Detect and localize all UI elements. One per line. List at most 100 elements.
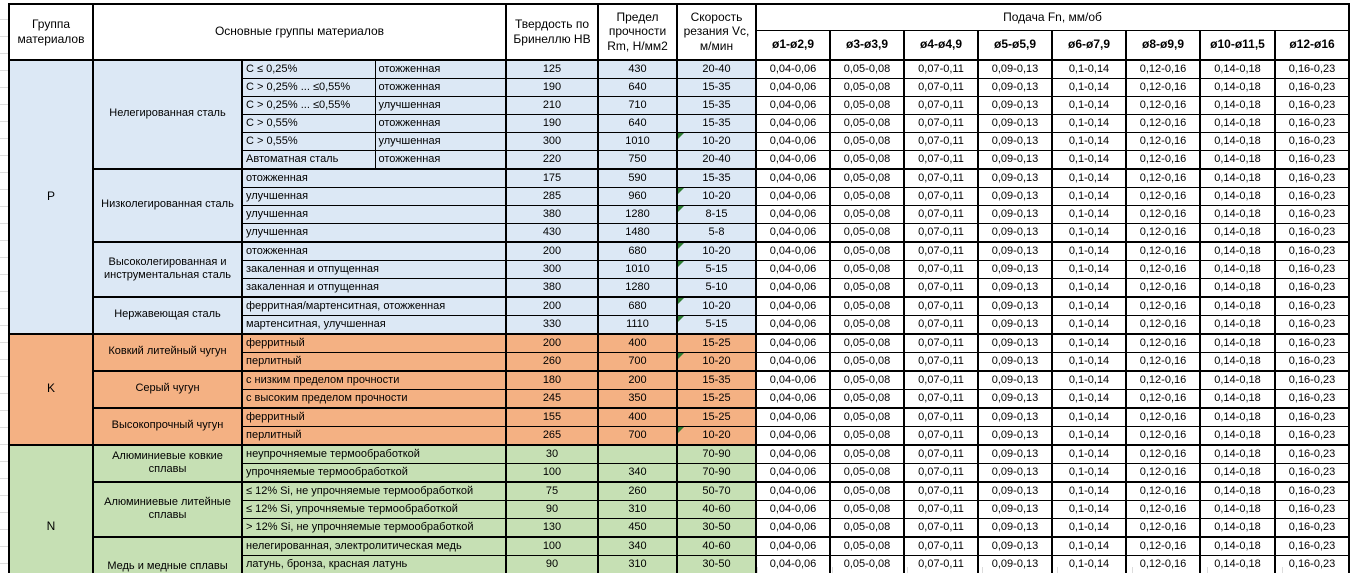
- cell-feed-fn[interactable]: 0,07-0,11: [903, 295, 979, 316]
- cell-feed-fn[interactable]: 0,04-0,06: [755, 388, 831, 408]
- cell-feed-fn[interactable]: 0,16-0,23: [1273, 259, 1350, 279]
- cell-speed-vc[interactable]: 15-35: [676, 113, 757, 133]
- cell-feed-fn[interactable]: 0,04-0,06: [755, 462, 831, 482]
- cell-feed-fn[interactable]: 0,1-0,14: [1051, 149, 1127, 169]
- cell-speed-vc[interactable]: 5-15: [676, 259, 757, 279]
- cell-feed-fn[interactable]: 0,05-0,08: [829, 277, 905, 297]
- cell-feed-fn[interactable]: 0,16-0,23: [1273, 295, 1350, 316]
- cell-feed-fn[interactable]: 0,04-0,06: [755, 369, 831, 390]
- cell-feed-fn[interactable]: 0,14-0,18: [1199, 149, 1276, 169]
- cell-hardness-hb[interactable]: 330: [505, 314, 599, 334]
- cell-hardness-hb[interactable]: 90: [505, 554, 599, 573]
- header-feed-d7[interactable]: ø10-ø11,5: [1199, 29, 1276, 61]
- cell-feed-fn[interactable]: 0,1-0,14: [1051, 77, 1127, 97]
- cell-strength-rm[interactable]: 680: [597, 295, 678, 316]
- cell-state[interactable]: отожженная: [374, 58, 507, 79]
- cell-feed-fn[interactable]: 0,04-0,06: [755, 480, 831, 501]
- cell-speed-vc[interactable]: 10-20: [676, 240, 757, 261]
- cell-speed-vc[interactable]: 15-35: [676, 77, 757, 97]
- cell-feed-fn[interactable]: 0,05-0,08: [829, 554, 905, 573]
- cell-hardness-hb[interactable]: 200: [505, 240, 599, 261]
- cell-speed-vc[interactable]: 15-25: [676, 406, 757, 427]
- cell-group-code[interactable]: N: [8, 443, 94, 573]
- cell-feed-fn[interactable]: 0,04-0,06: [755, 186, 831, 206]
- cell-feed-fn[interactable]: 0,1-0,14: [1051, 131, 1127, 151]
- cell-feed-fn[interactable]: 0,05-0,08: [829, 259, 905, 279]
- cell-feed-fn[interactable]: 0,1-0,14: [1051, 425, 1127, 445]
- cell-feed-fn[interactable]: 0,14-0,18: [1199, 77, 1276, 97]
- cell-strength-rm[interactable]: 400: [597, 406, 678, 427]
- header-cutting-speed[interactable]: Скорость резания Vc, м/мин: [676, 3, 757, 60]
- cell-material-detail[interactable]: латунь, бронза, красная латунь: [241, 554, 507, 573]
- cell-state[interactable]: улучшенная: [374, 95, 507, 115]
- cell-hardness-hb[interactable]: 190: [505, 77, 599, 97]
- cell-hardness-hb[interactable]: 200: [505, 332, 599, 353]
- cell-feed-fn[interactable]: 0,1-0,14: [1051, 462, 1127, 482]
- cell-feed-fn[interactable]: 0,14-0,18: [1199, 351, 1276, 371]
- header-feed-d6[interactable]: ø8-ø9,9: [1125, 29, 1201, 61]
- cell-feed-fn[interactable]: 0,07-0,11: [903, 58, 979, 79]
- cell-feed-fn[interactable]: 0,1-0,14: [1051, 277, 1127, 297]
- cell-hardness-hb[interactable]: 220: [505, 149, 599, 169]
- cell-feed-fn[interactable]: 0,16-0,23: [1273, 204, 1350, 224]
- cell-feed-fn[interactable]: 0,04-0,06: [755, 259, 831, 279]
- cell-feed-fn[interactable]: 0,04-0,06: [755, 499, 831, 519]
- cell-strength-rm[interactable]: 1010: [597, 131, 678, 151]
- header-feed-title[interactable]: Подача Fn, мм/об: [754, 3, 1350, 31]
- cell-material-subgroup[interactable]: Алюминиевые литейные сплавы: [92, 480, 243, 537]
- cell-material-detail[interactable]: перлитный: [241, 351, 507, 371]
- cell-feed-fn[interactable]: 0,09-0,13: [977, 131, 1053, 151]
- cell-feed-fn[interactable]: 0,05-0,08: [829, 77, 905, 97]
- cell-feed-fn[interactable]: 0,05-0,08: [829, 388, 905, 408]
- cell-feed-fn[interactable]: 0,07-0,11: [903, 443, 979, 464]
- cell-feed-fn[interactable]: 0,16-0,23: [1273, 388, 1350, 408]
- cell-feed-fn[interactable]: 0,09-0,13: [977, 535, 1053, 556]
- cell-material-detail[interactable]: ≤ 12% Si, не упрочняемые термообработкой: [241, 480, 507, 501]
- cell-material-subgroup[interactable]: Высоколегированная и инструментальная ст…: [92, 240, 243, 297]
- cell-strength-rm[interactable]: 340: [597, 462, 678, 482]
- cell-feed-fn[interactable]: 0,07-0,11: [903, 77, 979, 97]
- cell-feed-fn[interactable]: 0,07-0,11: [903, 406, 979, 427]
- cell-feed-fn[interactable]: 0,04-0,06: [755, 277, 831, 297]
- cell-feed-fn[interactable]: 0,04-0,06: [755, 113, 831, 133]
- cell-feed-fn[interactable]: 0,14-0,18: [1199, 554, 1276, 573]
- cell-state[interactable]: улучшенная: [374, 131, 507, 151]
- cell-feed-fn[interactable]: 0,05-0,08: [829, 480, 905, 501]
- cell-feed-fn[interactable]: 0,12-0,16: [1125, 240, 1201, 261]
- cell-feed-fn[interactable]: 0,12-0,16: [1125, 443, 1201, 464]
- cell-feed-fn[interactable]: 0,04-0,06: [755, 443, 831, 464]
- cell-feed-fn[interactable]: 0,1-0,14: [1051, 295, 1127, 316]
- cell-feed-fn[interactable]: 0,09-0,13: [977, 462, 1053, 482]
- cell-feed-fn[interactable]: 0,07-0,11: [903, 535, 979, 556]
- cell-speed-vc[interactable]: 30-50: [676, 517, 757, 537]
- cell-speed-vc[interactable]: 15-35: [676, 95, 757, 115]
- cell-feed-fn[interactable]: 0,07-0,11: [903, 204, 979, 224]
- cell-material-subgroup[interactable]: Серый чугун: [92, 369, 243, 408]
- cell-hardness-hb[interactable]: 175: [505, 167, 599, 188]
- cell-feed-fn[interactable]: 0,16-0,23: [1273, 149, 1350, 169]
- cell-feed-fn[interactable]: 0,12-0,16: [1125, 259, 1201, 279]
- cell-feed-fn[interactable]: 0,14-0,18: [1199, 167, 1276, 188]
- cell-speed-vc[interactable]: 10-20: [676, 131, 757, 151]
- cell-strength-rm[interactable]: [597, 443, 678, 464]
- cell-feed-fn[interactable]: 0,04-0,06: [755, 535, 831, 556]
- cell-feed-fn[interactable]: 0,09-0,13: [977, 425, 1053, 445]
- cell-material-detail[interactable]: закаленная и отпущенная: [241, 259, 507, 279]
- cell-feed-fn[interactable]: 0,12-0,16: [1125, 406, 1201, 427]
- cell-material-subgroup[interactable]: Алюминиевые ковкие сплавы: [92, 443, 243, 482]
- header-feed-d8[interactable]: ø12-ø16: [1273, 29, 1350, 61]
- cell-feed-fn[interactable]: 0,1-0,14: [1051, 95, 1127, 115]
- cell-feed-fn[interactable]: 0,14-0,18: [1199, 186, 1276, 206]
- cell-feed-fn[interactable]: 0,05-0,08: [829, 240, 905, 261]
- cell-feed-fn[interactable]: 0,05-0,08: [829, 425, 905, 445]
- cell-feed-fn[interactable]: 0,09-0,13: [977, 388, 1053, 408]
- cell-feed-fn[interactable]: 0,16-0,23: [1273, 535, 1350, 556]
- cell-feed-fn[interactable]: 0,07-0,11: [903, 314, 979, 334]
- cell-characteristic[interactable]: C ≤ 0,25%: [241, 58, 376, 79]
- cell-feed-fn[interactable]: 0,16-0,23: [1273, 186, 1350, 206]
- cell-hardness-hb[interactable]: 380: [505, 277, 599, 297]
- cell-hardness-hb[interactable]: 210: [505, 95, 599, 115]
- cell-feed-fn[interactable]: 0,09-0,13: [977, 240, 1053, 261]
- cell-feed-fn[interactable]: 0,09-0,13: [977, 277, 1053, 297]
- cell-strength-rm[interactable]: 1010: [597, 259, 678, 279]
